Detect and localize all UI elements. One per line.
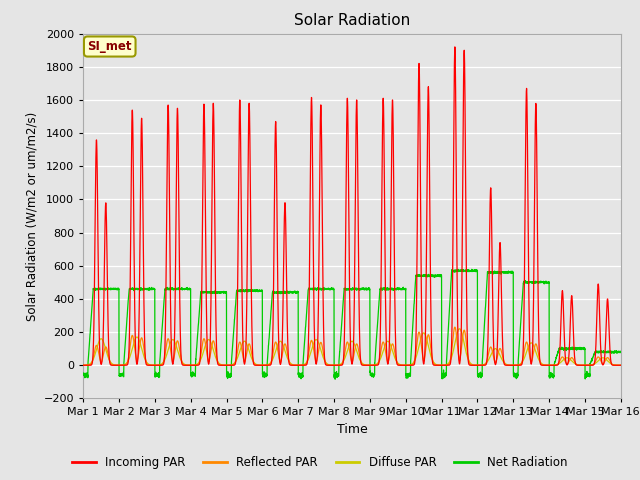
X-axis label: Time: Time (337, 423, 367, 436)
Legend: Incoming PAR, Reflected PAR, Diffuse PAR, Net Radiation: Incoming PAR, Reflected PAR, Diffuse PAR… (67, 452, 573, 474)
Y-axis label: Solar Radiation (W/m2 or um/m2/s): Solar Radiation (W/m2 or um/m2/s) (25, 111, 38, 321)
Text: SI_met: SI_met (88, 40, 132, 53)
Title: Solar Radiation: Solar Radiation (294, 13, 410, 28)
